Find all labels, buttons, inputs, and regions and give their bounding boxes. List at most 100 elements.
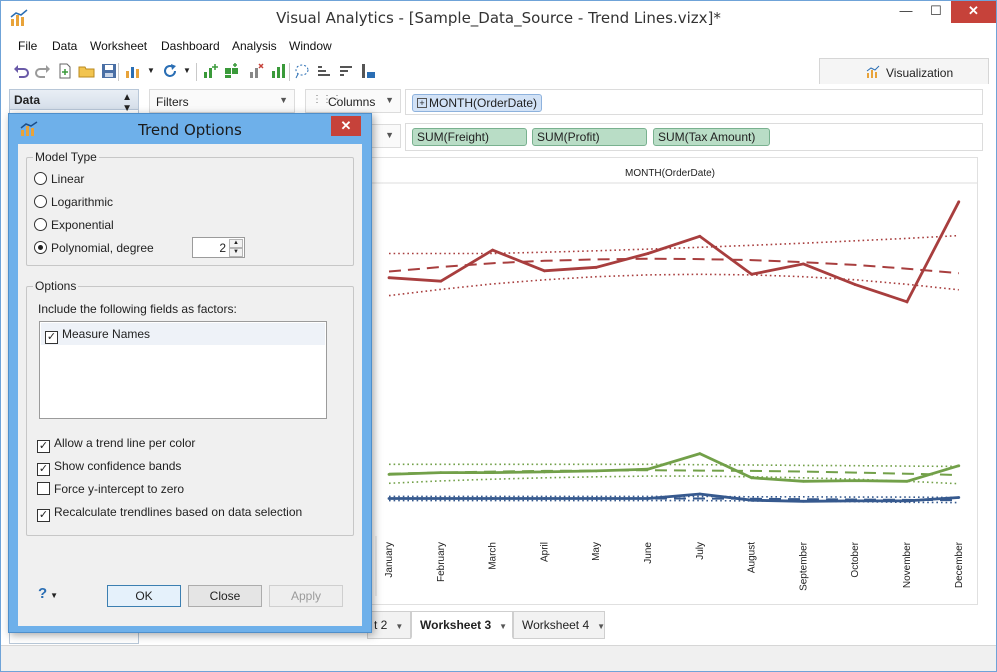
data-point-0-3[interactable] (543, 269, 546, 273)
stepper-down-icon[interactable]: ▼ (229, 248, 243, 257)
show-me-icon[interactable] (124, 62, 142, 80)
maximize-button[interactable]: ☐ (930, 3, 942, 18)
data-point-2-1[interactable] (439, 497, 443, 500)
confidence-band-upper-2[interactable] (389, 495, 959, 499)
degree-value[interactable]: 2 (219, 241, 226, 255)
sort-descending-icon[interactable] (337, 62, 355, 80)
checkbox-trend-per-color[interactable]: ✓ Allow a trend line per color (37, 436, 195, 453)
refresh-dropdown-icon[interactable]: ▼ (183, 66, 191, 75)
redo-icon[interactable] (34, 62, 52, 80)
data-point-1-8[interactable] (802, 479, 805, 483)
data-point-1-4[interactable] (594, 469, 598, 473)
data-point-2-10[interactable] (905, 499, 909, 503)
apply-button[interactable]: Apply (269, 585, 343, 607)
radio-linear[interactable]: Linear (34, 172, 84, 186)
degree-stepper[interactable]: 2 ▲ ▼ (192, 237, 245, 258)
data-point-0-6[interactable] (698, 234, 702, 238)
data-point-0-9[interactable] (853, 283, 857, 286)
chevron-down-icon[interactable]: ▼ (395, 622, 404, 631)
data-point-1-7[interactable] (750, 476, 753, 480)
checkbox-checked[interactable]: ✓ (37, 463, 50, 476)
data-point-1-1[interactable] (439, 471, 443, 475)
confidence-band-upper-1[interactable] (389, 463, 959, 468)
data-point-2-3[interactable] (543, 497, 546, 500)
menu-window[interactable]: Window (289, 39, 332, 53)
row-pill-freight[interactable]: SUM(Freight) (412, 128, 527, 146)
confidence-band-upper-0[interactable] (389, 234, 959, 255)
data-point-1-9[interactable] (853, 479, 857, 482)
trend-line-0[interactable] (388, 257, 959, 275)
checkbox-checked[interactable]: ✓ (37, 509, 50, 522)
sort-toggle-icon[interactable]: ▲ ▼ (122, 92, 132, 114)
data-point-1-6[interactable] (698, 452, 702, 456)
filters-shelf[interactable]: Filters ▼ (149, 89, 295, 113)
tab-worksheet-2[interactable]: t 2 ▼ (367, 611, 411, 639)
data-point-0-11[interactable] (957, 200, 961, 204)
help-icon[interactable]: ? ▼ (38, 585, 58, 602)
chevron-down-icon[interactable]: ▼ (279, 95, 288, 105)
data-point-1-10[interactable] (905, 479, 909, 483)
help-dropdown-icon[interactable]: ▼ (50, 591, 59, 600)
dialog-title-bar[interactable]: Trend Options ✕ (9, 114, 371, 144)
data-point-0-7[interactable] (750, 272, 753, 276)
data-point-0-8[interactable] (802, 262, 805, 266)
data-point-2-4[interactable] (594, 497, 598, 500)
row-pill-tax-amount[interactable]: SUM(Tax Amount) (653, 128, 770, 146)
data-point-2-2[interactable] (491, 497, 494, 500)
chevron-down-icon[interactable]: ▼ (499, 622, 508, 631)
checkbox-checked[interactable]: ✓ (37, 440, 50, 453)
open-folder-icon[interactable] (78, 62, 96, 80)
data-point-0-4[interactable] (594, 265, 598, 269)
swap-axes-icon[interactable] (269, 62, 287, 80)
data-point-0-5[interactable] (646, 252, 650, 255)
data-point-2-9[interactable] (853, 499, 857, 503)
ok-button[interactable]: OK (107, 585, 181, 607)
show-me-dropdown-icon[interactable]: ▼ (147, 66, 155, 75)
data-point-2-0[interactable] (387, 497, 391, 500)
chevron-down-icon[interactable]: ▼ (385, 95, 394, 105)
data-point-1-5[interactable] (646, 467, 650, 471)
minimize-button[interactable]: — (899, 3, 913, 18)
column-pill-month[interactable]: + MONTH(OrderDate) (412, 94, 543, 112)
data-point-1-2[interactable] (491, 471, 494, 475)
clear-sheet-icon[interactable] (247, 62, 265, 80)
dialog-close-action-button[interactable]: Close (188, 585, 262, 607)
lasso-select-icon[interactable] (293, 62, 311, 80)
checkbox-checked[interactable]: ✓ (45, 331, 58, 344)
confidence-band-lower-0[interactable] (388, 273, 959, 297)
data-point-1-0[interactable] (387, 472, 391, 476)
series-line-1[interactable] (388, 452, 960, 483)
series-line-0[interactable] (388, 201, 961, 304)
data-point-0-0[interactable] (387, 276, 391, 280)
factors-list[interactable]: ✓ Measure Names (39, 321, 327, 419)
checkbox-recalculate[interactable]: ✓ Recalculate trendlines based on data se… (37, 505, 302, 522)
data-point-2-8[interactable] (802, 499, 805, 503)
radio-button[interactable] (34, 218, 47, 231)
checkbox-force-intercept[interactable]: Force y-intercept to zero (37, 482, 184, 496)
menu-data[interactable]: Data (52, 39, 78, 53)
row-pill-profit[interactable]: SUM(Profit) (532, 128, 647, 146)
radio-button[interactable] (34, 195, 47, 208)
checkbox-unchecked[interactable] (37, 482, 50, 495)
group-icon[interactable] (359, 62, 377, 80)
data-point-2-7[interactable] (750, 498, 753, 502)
radio-polynomial[interactable]: Polynomial, degree (34, 241, 154, 255)
rows-drop-zone[interactable]: SUM(Freight) SUM(Profit) SUM(Tax Amount) (405, 123, 983, 151)
columns-shelf[interactable]: ⋮⋮⋮ Columns ▼ (305, 89, 401, 113)
radio-button[interactable] (34, 172, 47, 185)
data-point-0-1[interactable] (439, 279, 443, 283)
dialog-close-button[interactable]: ✕ (331, 116, 361, 136)
new-file-icon[interactable] (56, 62, 74, 80)
close-window-button[interactable]: ✕ (951, 1, 996, 23)
radio-button-selected[interactable] (34, 241, 47, 254)
menu-analysis[interactable]: Analysis (232, 39, 277, 53)
undo-icon[interactable] (12, 62, 30, 80)
data-point-1-11[interactable] (957, 464, 961, 468)
tab-worksheet-3[interactable]: Worksheet 3 ▼ (411, 611, 513, 639)
stepper-up-icon[interactable]: ▲ (229, 239, 243, 248)
columns-drop-zone[interactable]: + MONTH(OrderDate) (405, 89, 983, 115)
radio-exponential[interactable]: Exponential (34, 218, 114, 232)
add-measure-icon[interactable] (201, 62, 219, 80)
tab-worksheet-4[interactable]: Worksheet 4 ▼ (513, 611, 605, 639)
menu-file[interactable]: File (18, 39, 38, 53)
